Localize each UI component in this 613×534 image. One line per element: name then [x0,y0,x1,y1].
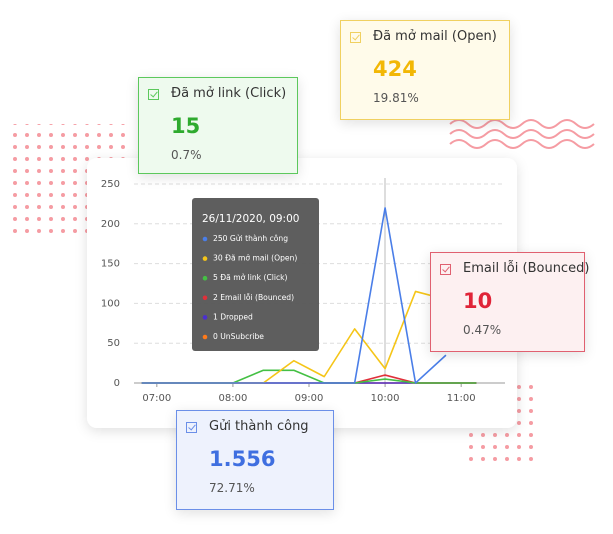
tooltip-dot [202,236,208,242]
tooltip [192,198,319,351]
card-percent: 0.7% [171,148,202,162]
tooltip-item: 0 UnSubcribe [213,332,264,341]
tooltip-dot [202,275,208,281]
tooltip-dot [202,295,208,301]
tooltip-dot [202,315,208,320]
stat-card: Email lỗi (Bounced) 10 0.47% [430,252,589,352]
stat-card: Đã mở mail (Open) 424 19.81% [340,20,510,120]
tooltip-item: 250 Gửi thành công [213,234,288,243]
card-title: Đã mở link (Click) [171,86,287,101]
stat-card: Gửi thành công 1.556 72.71% [176,410,334,510]
card-title: Email lỗi (Bounced) [463,261,590,276]
decor-waves [449,119,595,149]
x-tick-label: 11:00 [447,393,476,404]
card-percent: 72.71% [209,481,255,495]
y-tick-label: 50 [107,338,120,349]
checkbox [440,264,451,275]
card-title: Đã mở mail (Open) [373,29,497,44]
tooltip-item: 5 Đã mở link (Click) [213,273,288,282]
checkbox [350,32,361,43]
x-tick-label: 10:00 [371,393,400,404]
tooltip-item: 30 Đã mở mail (Open) [213,254,297,263]
stat-card: Đã mở link (Click) 15 0.7% [138,77,298,174]
y-tick-label: 200 [101,219,120,230]
card-percent: 19.81% [373,91,419,105]
y-tick-label: 0 [114,378,120,389]
x-tick-label: 07:00 [142,393,171,404]
card-value: 1.556 [209,447,276,471]
card-percent: 0.47% [463,323,502,337]
series-line [141,207,447,384]
x-tick-label: 09:00 [295,393,324,404]
tooltip-title: 26/11/2020, 09:00 [202,213,299,225]
card-value: 15 [171,114,201,138]
card-value: 424 [373,57,417,81]
checkbox [148,89,159,100]
tooltip-dot [202,256,208,261]
x-tick-label: 08:00 [218,393,247,404]
tooltip-item: 1 Dropped [213,312,253,321]
card-title: Gửi thành công [209,419,309,434]
tooltip-item: 2 Email lỗi (Bounced) [213,293,294,302]
card-value: 10 [463,289,493,313]
checkbox [186,422,197,433]
y-tick-label: 100 [101,298,120,309]
y-tick-label: 250 [101,179,120,190]
y-tick-label: 150 [101,259,120,270]
tooltip-dot [202,334,208,340]
